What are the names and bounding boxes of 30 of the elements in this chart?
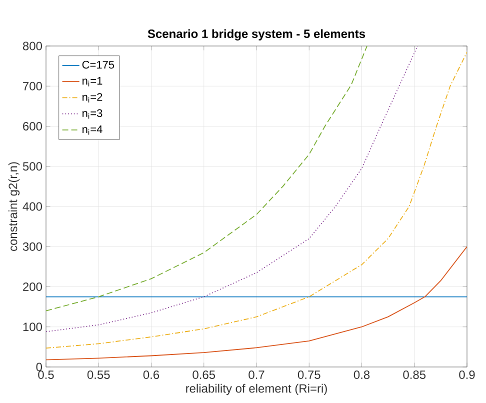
x-tick-label: 0.85: [403, 370, 426, 380]
legend-label: C=175: [82, 60, 114, 69]
x-tick-label: 0.5: [38, 370, 54, 380]
y-tick-label: 100: [23, 322, 42, 332]
y-tick-label: 500: [22, 162, 42, 171]
x-tick-label: 0.9: [459, 370, 475, 380]
line-series: [46, 46, 418, 332]
legend-label: n$_{i}$=3: [82, 109, 102, 119]
y-tick-label: 0: [36, 362, 42, 372]
y-tick-label: 800: [22, 42, 42, 50]
x-tick-label: 0.65: [192, 370, 216, 380]
line-series: [46, 246, 467, 360]
y-axis-title: constraint g2(r,n): [8, 162, 20, 252]
x-tick-label: 0.7: [248, 370, 264, 380]
legend-label: n$_{i}$=1: [82, 77, 102, 86]
x-axis-title: reliability of element (Ri=ri): [186, 384, 327, 396]
y-tick-label: 400: [22, 202, 42, 211]
legend-label: n$_{i}$=2: [82, 93, 102, 103]
chart-title: Scenario 1 bridge system - 5 elements: [148, 29, 366, 40]
x-tick-label: 0.55: [87, 370, 110, 380]
x-tick-label: 0.75: [298, 370, 320, 380]
y-tick-label: 200: [23, 282, 42, 291]
y-tick-label: 600: [23, 122, 42, 130]
line-series: [46, 52, 467, 349]
y-tick-label: 300: [22, 242, 42, 251]
x-tick-label: 0.8: [354, 370, 370, 380]
legend-label: n$_{i}$=4: [82, 125, 102, 135]
x-tick-label: 0.6: [143, 370, 160, 380]
y-tick-label: 700: [23, 82, 42, 90]
line-series: [46, 46, 368, 312]
